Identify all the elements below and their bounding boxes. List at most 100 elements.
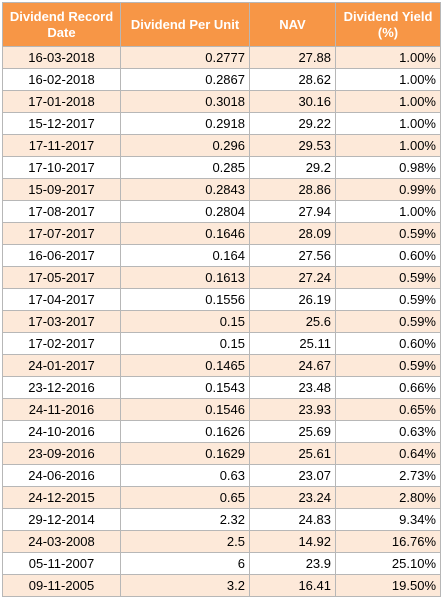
record-date-cell: 17-10-2017 bbox=[2, 156, 121, 179]
table-row: 15-09-2017 0.2843 28.86 0.99% bbox=[2, 178, 441, 201]
header-dividend-yield: Dividend Yield (%) bbox=[335, 2, 441, 47]
dividend-per-unit-cell: 0.15 bbox=[120, 332, 250, 355]
table-row: 29-12-2014 2.32 24.83 9.34% bbox=[2, 508, 441, 531]
dividend-yield-cell: 0.98% bbox=[335, 156, 441, 179]
nav-cell: 25.6 bbox=[249, 310, 336, 333]
table-row: 24-01-2017 0.1465 24.67 0.59% bbox=[2, 354, 441, 377]
nav-cell: 28.09 bbox=[249, 222, 336, 245]
nav-cell: 23.24 bbox=[249, 486, 336, 509]
table-row: 17-07-2017 0.1646 28.09 0.59% bbox=[2, 222, 441, 245]
record-date-cell: 24-10-2016 bbox=[2, 420, 121, 443]
record-date-cell: 24-12-2015 bbox=[2, 486, 121, 509]
record-date-cell: 23-12-2016 bbox=[2, 376, 121, 399]
nav-cell: 28.62 bbox=[249, 68, 336, 91]
nav-cell: 27.88 bbox=[249, 46, 336, 69]
dividend-yield-cell: 0.64% bbox=[335, 442, 441, 465]
nav-cell: 27.56 bbox=[249, 244, 336, 267]
dividend-per-unit-cell: 0.1546 bbox=[120, 398, 250, 421]
record-date-cell: 24-03-2008 bbox=[2, 530, 121, 553]
table-row: 24-10-2016 0.1626 25.69 0.63% bbox=[2, 420, 441, 443]
nav-cell: 28.86 bbox=[249, 178, 336, 201]
dividend-per-unit-cell: 0.2777 bbox=[120, 46, 250, 69]
record-date-cell: 24-06-2016 bbox=[2, 464, 121, 487]
record-date-cell: 24-01-2017 bbox=[2, 354, 121, 377]
table-row: 15-12-2017 0.2918 29.22 1.00% bbox=[2, 112, 441, 135]
dividend-per-unit-cell: 0.2867 bbox=[120, 68, 250, 91]
nav-cell: 23.9 bbox=[249, 552, 336, 575]
dividend-yield-cell: 1.00% bbox=[335, 68, 441, 91]
dividend-per-unit-cell: 0.1626 bbox=[120, 420, 250, 443]
dividend-yield-cell: 0.60% bbox=[335, 332, 441, 355]
dividend-yield-cell: 1.00% bbox=[335, 200, 441, 223]
dividend-per-unit-cell: 0.2918 bbox=[120, 112, 250, 135]
table-row: 17-02-2017 0.15 25.11 0.60% bbox=[2, 332, 441, 355]
table-row: 05-11-2007 6 23.9 25.10% bbox=[2, 552, 441, 575]
dividend-yield-cell: 19.50% bbox=[335, 574, 441, 597]
record-date-cell: 15-12-2017 bbox=[2, 112, 121, 135]
dividend-per-unit-cell: 2.5 bbox=[120, 530, 250, 553]
nav-cell: 29.2 bbox=[249, 156, 336, 179]
nav-cell: 14.92 bbox=[249, 530, 336, 553]
dividend-yield-cell: 0.59% bbox=[335, 354, 441, 377]
dividend-yield-cell: 2.80% bbox=[335, 486, 441, 509]
dividend-yield-cell: 2.73% bbox=[335, 464, 441, 487]
table-row: 23-09-2016 0.1629 25.61 0.64% bbox=[2, 442, 441, 465]
table-row: 24-12-2015 0.65 23.24 2.80% bbox=[2, 486, 441, 509]
record-date-cell: 17-05-2017 bbox=[2, 266, 121, 289]
dividend-per-unit-cell: 0.296 bbox=[120, 134, 250, 157]
record-date-cell: 17-02-2017 bbox=[2, 332, 121, 355]
table-row: 16-02-2018 0.2867 28.62 1.00% bbox=[2, 68, 441, 91]
nav-cell: 25.11 bbox=[249, 332, 336, 355]
table-row: 17-01-2018 0.3018 30.16 1.00% bbox=[2, 90, 441, 113]
table-header-row: Dividend Record Date Dividend Per Unit N… bbox=[2, 2, 441, 47]
table-row: 17-04-2017 0.1556 26.19 0.59% bbox=[2, 288, 441, 311]
record-date-cell: 17-03-2017 bbox=[2, 310, 121, 333]
dividend-yield-cell: 0.63% bbox=[335, 420, 441, 443]
record-date-cell: 17-04-2017 bbox=[2, 288, 121, 311]
dividend-yield-cell: 1.00% bbox=[335, 90, 441, 113]
table-row: 17-11-2017 0.296 29.53 1.00% bbox=[2, 134, 441, 157]
dividend-yield-cell: 0.59% bbox=[335, 222, 441, 245]
record-date-cell: 17-01-2018 bbox=[2, 90, 121, 113]
nav-cell: 27.94 bbox=[249, 200, 336, 223]
dividend-yield-cell: 0.60% bbox=[335, 244, 441, 267]
dividend-yield-cell: 0.99% bbox=[335, 178, 441, 201]
nav-cell: 16.41 bbox=[249, 574, 336, 597]
nav-cell: 25.61 bbox=[249, 442, 336, 465]
dividend-per-unit-cell: 0.1556 bbox=[120, 288, 250, 311]
record-date-cell: 17-08-2017 bbox=[2, 200, 121, 223]
dividend-yield-cell: 16.76% bbox=[335, 530, 441, 553]
dividend-per-unit-cell: 0.63 bbox=[120, 464, 250, 487]
dividend-per-unit-cell: 0.2804 bbox=[120, 200, 250, 223]
record-date-cell: 15-09-2017 bbox=[2, 178, 121, 201]
nav-cell: 23.93 bbox=[249, 398, 336, 421]
dividend-yield-cell: 0.59% bbox=[335, 288, 441, 311]
dividend-yield-cell: 0.65% bbox=[335, 398, 441, 421]
record-date-cell: 17-07-2017 bbox=[2, 222, 121, 245]
dividend-per-unit-cell: 0.1613 bbox=[120, 266, 250, 289]
record-date-cell: 24-11-2016 bbox=[2, 398, 121, 421]
dividend-yield-cell: 1.00% bbox=[335, 46, 441, 69]
dividend-yield-cell: 9.34% bbox=[335, 508, 441, 531]
table-row: 17-05-2017 0.1613 27.24 0.59% bbox=[2, 266, 441, 289]
table-row: 16-03-2018 0.2777 27.88 1.00% bbox=[2, 46, 441, 69]
dividend-per-unit-cell: 0.3018 bbox=[120, 90, 250, 113]
dividend-per-unit-cell: 6 bbox=[120, 552, 250, 575]
table-row: 24-06-2016 0.63 23.07 2.73% bbox=[2, 464, 441, 487]
dividend-per-unit-cell: 0.1543 bbox=[120, 376, 250, 399]
record-date-cell: 16-03-2018 bbox=[2, 46, 121, 69]
dividend-yield-cell: 25.10% bbox=[335, 552, 441, 575]
table-row: 16-06-2017 0.164 27.56 0.60% bbox=[2, 244, 441, 267]
dividend-yield-cell: 0.59% bbox=[335, 266, 441, 289]
record-date-cell: 09-11-2005 bbox=[2, 574, 121, 597]
dividend-per-unit-cell: 0.65 bbox=[120, 486, 250, 509]
table-row: 09-11-2005 3.2 16.41 19.50% bbox=[2, 574, 441, 597]
nav-cell: 24.67 bbox=[249, 354, 336, 377]
dividend-per-unit-cell: 0.1646 bbox=[120, 222, 250, 245]
record-date-cell: 16-02-2018 bbox=[2, 68, 121, 91]
nav-cell: 23.07 bbox=[249, 464, 336, 487]
record-date-cell: 05-11-2007 bbox=[2, 552, 121, 575]
table-row: 24-03-2008 2.5 14.92 16.76% bbox=[2, 530, 441, 553]
dividend-per-unit-cell: 3.2 bbox=[120, 574, 250, 597]
